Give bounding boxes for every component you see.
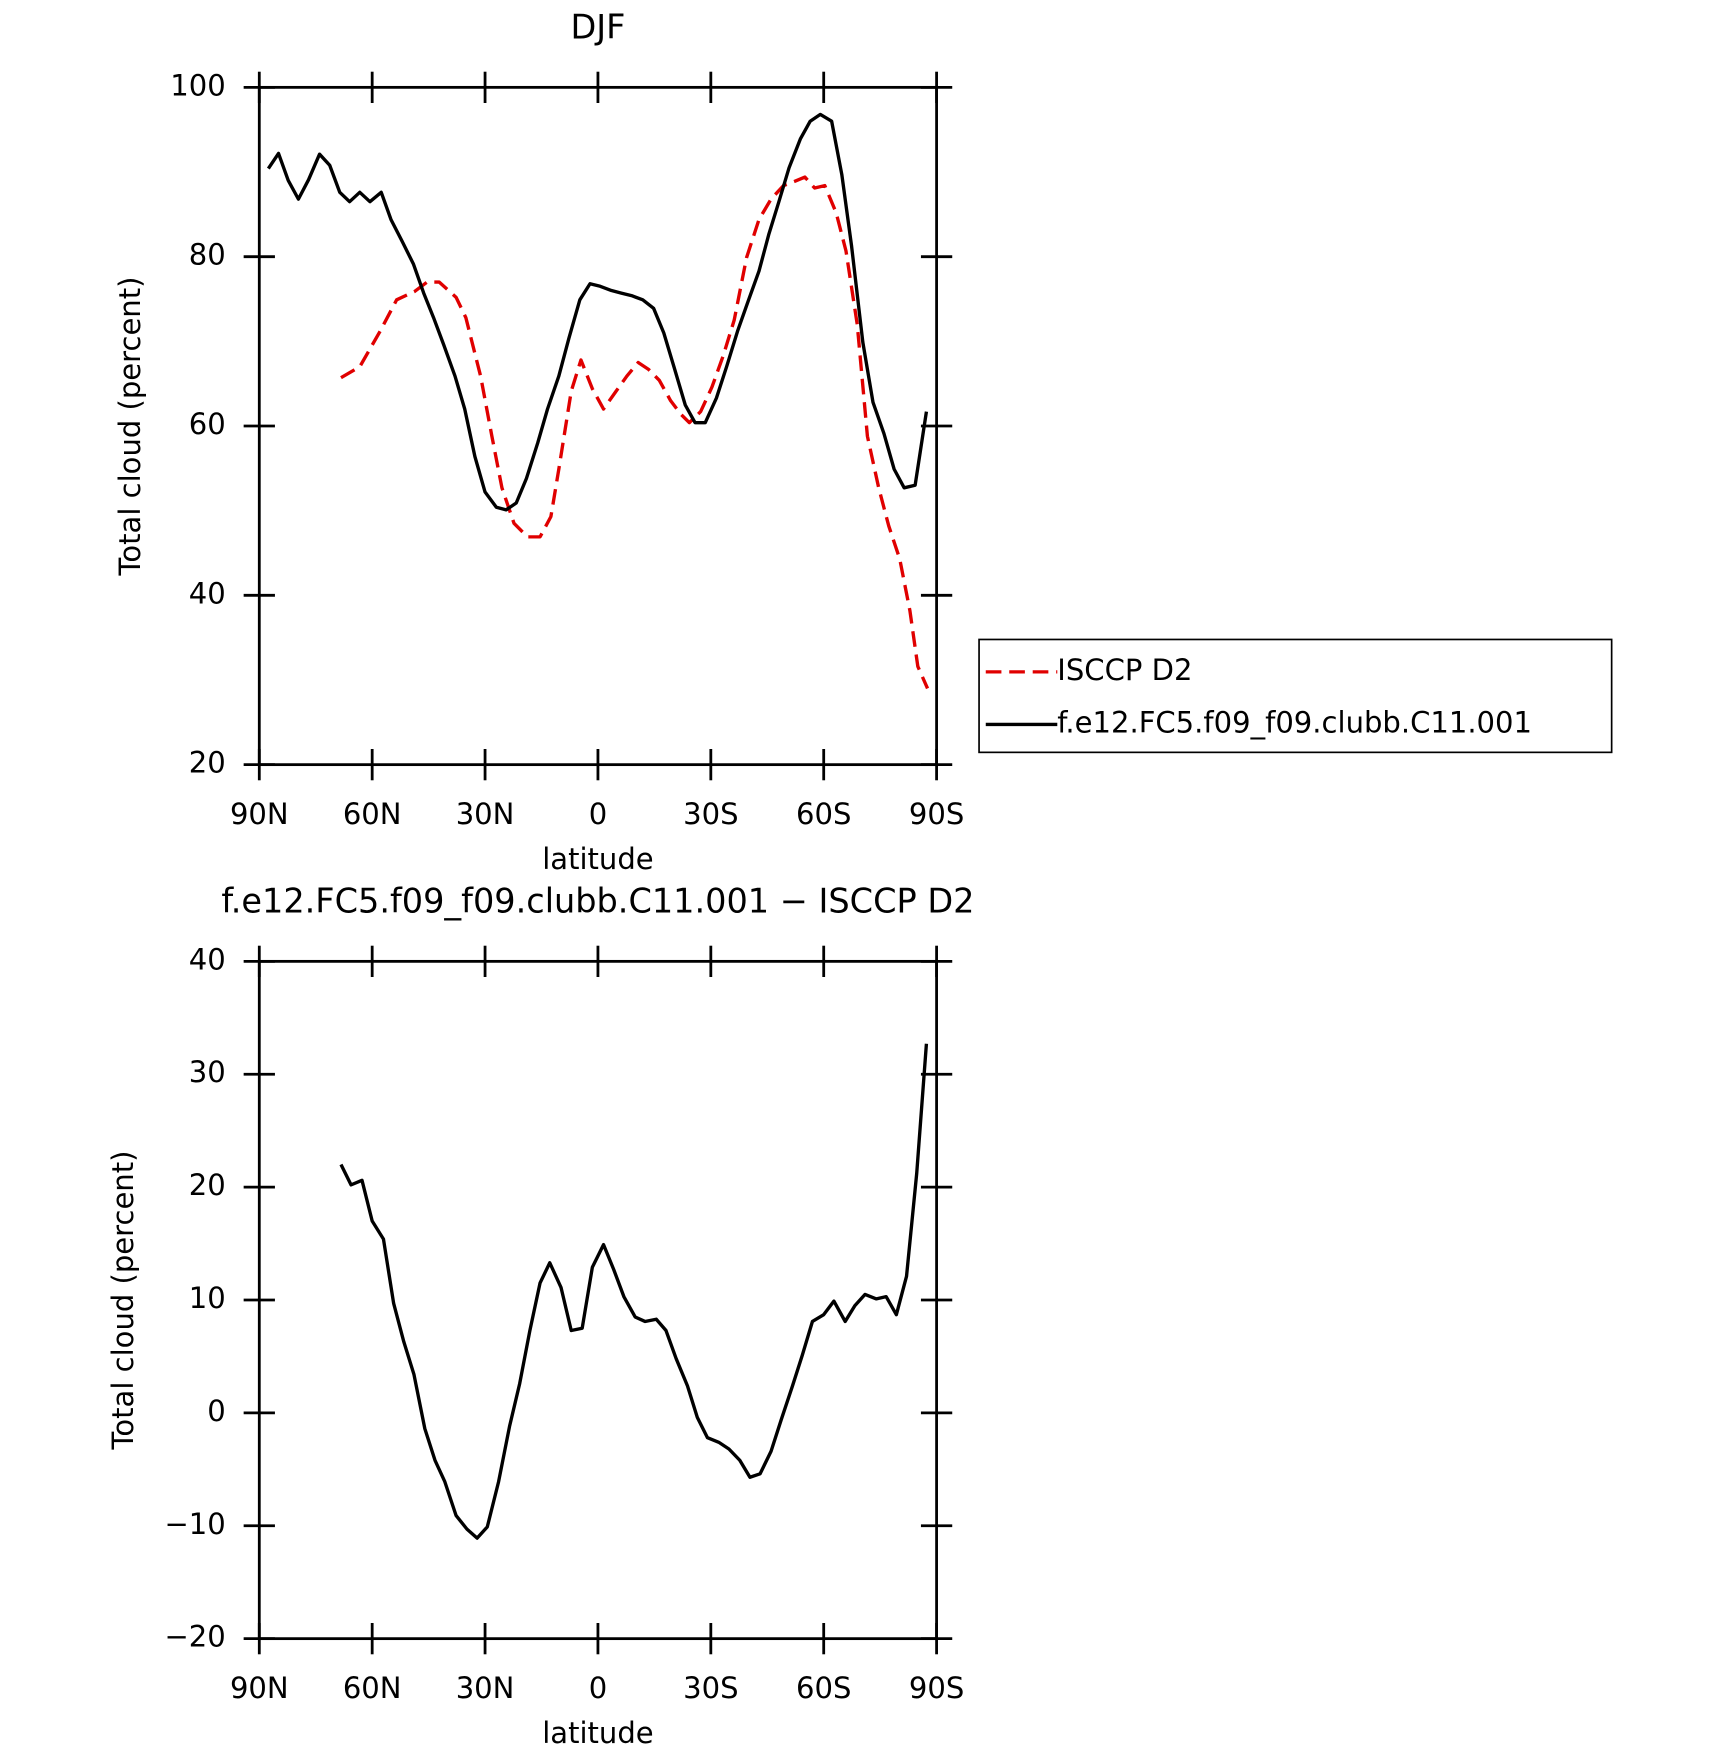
x-tick-label: 90N [230, 797, 289, 831]
chart-title: f.e12.FC5.f09_f09.clubb.C11.001 − ISCCP … [221, 882, 974, 921]
x-tick-label: 30S [683, 797, 738, 831]
x-tick-label: 30N [456, 1671, 515, 1705]
y-tick-label: 40 [189, 576, 226, 610]
y-tick-label: 80 [189, 238, 226, 272]
x-tick-label: 30N [456, 797, 515, 831]
data-line [340, 175, 930, 690]
x-axis-label: latitude [542, 842, 653, 876]
y-tick-label: 30 [189, 1055, 226, 1089]
y-tick-label: 40 [189, 942, 226, 976]
y-tick-label: 20 [189, 1168, 226, 1202]
y-tick-label: −20 [164, 1620, 225, 1654]
y-tick-label: 100 [170, 68, 225, 102]
legend-label: ISCCP D2 [1057, 653, 1192, 687]
y-axis-label: Total cloud (percent) [106, 1151, 140, 1451]
legend-label: f.e12.FC5.f09_f09.clubb.C11.001 [1057, 705, 1532, 739]
x-tick-label: 60S [796, 797, 851, 831]
legend-box [978, 638, 1613, 754]
y-tick-label: 60 [189, 407, 226, 441]
y-axis-label: Total cloud (percent) [113, 277, 147, 577]
chart-title: DJF [570, 8, 625, 47]
x-tick-label: 60S [796, 1671, 851, 1705]
y-tick-label: 0 [207, 1394, 225, 1428]
x-tick-label: 0 [589, 1671, 607, 1705]
x-tick-label: 60N [343, 797, 402, 831]
data-line [266, 112, 929, 512]
x-tick-label: 90N [230, 1671, 289, 1705]
x-tick-label: 90S [909, 1671, 964, 1705]
x-tick-label: 60N [343, 1671, 402, 1705]
x-tick-label: 30S [683, 1671, 738, 1705]
x-tick-label: 90S [909, 797, 964, 831]
x-axis-label: latitude [542, 1716, 653, 1745]
x-tick-label: 0 [589, 797, 607, 831]
data-line [339, 1043, 929, 1540]
y-tick-label: 10 [189, 1281, 226, 1315]
y-tick-label: −10 [164, 1507, 225, 1541]
y-tick-label: 20 [189, 746, 226, 780]
plot-frame [257, 85, 938, 767]
